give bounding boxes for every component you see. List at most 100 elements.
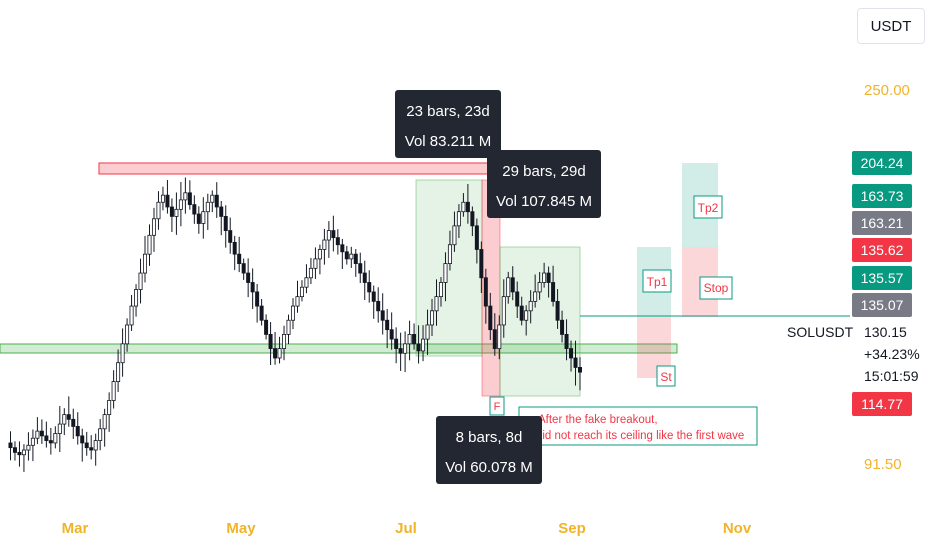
candle-body [35, 430, 40, 439]
price-label: 135.62 [861, 242, 904, 258]
candle-body [304, 277, 309, 288]
candle-body [12, 447, 17, 453]
price-label-bg [852, 266, 912, 290]
trade-label-stop: Stop [699, 276, 733, 300]
candle-body [151, 218, 156, 236]
candle-body [519, 305, 524, 321]
candle-series [8, 177, 583, 472]
candle-body [75, 426, 80, 437]
candle-body [143, 253, 148, 274]
svg-text:Stop: Stop [704, 281, 729, 295]
candle-body [515, 291, 520, 307]
candle-body [465, 201, 470, 213]
candle-body [560, 319, 565, 335]
candle-body [506, 277, 511, 298]
candle-body [192, 204, 197, 215]
candle-body [156, 201, 161, 220]
candle-body [223, 216, 228, 231]
x-tick-label: Mar [62, 520, 89, 537]
candle-body [111, 381, 116, 401]
x-tick-label: Nov [723, 520, 752, 537]
candle-body [542, 272, 547, 283]
candle-body [201, 211, 206, 224]
y-tick-label: 250.00 [864, 82, 910, 99]
candle-body [461, 201, 466, 213]
candle-body [116, 362, 121, 382]
price-label-bg [852, 238, 912, 262]
candle-body [125, 324, 130, 345]
candle-body [385, 319, 390, 331]
candle-body [205, 201, 210, 213]
svg-text:29 bars, 29d: 29 bars, 29d [502, 163, 585, 180]
candle-body [555, 300, 560, 321]
price-label-bg [852, 211, 912, 235]
candle-body [282, 334, 287, 349]
price-label: 114.77 [861, 396, 903, 412]
support-zone [0, 343, 678, 354]
candle-body [394, 338, 399, 349]
measure-box-2: 29 bars, 29d Vol 107.845 M [487, 150, 601, 218]
y-tick-label: 91.50 [864, 456, 902, 473]
candle-body [120, 343, 125, 364]
candle-body [259, 305, 264, 321]
candle-body [93, 440, 98, 451]
candle-body [470, 211, 475, 227]
trade-label-tp2: Tp2 [693, 195, 723, 219]
candle-body [353, 253, 358, 265]
candle-body [80, 435, 85, 444]
candle-body [102, 414, 107, 430]
candle-body [443, 263, 448, 283]
price-label: 163.73 [861, 188, 904, 204]
candle-body [456, 211, 461, 227]
candle-body [421, 338, 426, 352]
candle-body [389, 329, 394, 340]
candle-body [196, 213, 201, 224]
price-label-bg [852, 293, 912, 317]
candle-body [250, 282, 255, 293]
candle-body [416, 343, 421, 352]
candle-body [528, 300, 533, 312]
x-tick-label: May [226, 520, 256, 537]
candle-body [578, 367, 583, 373]
candle-body [147, 234, 152, 255]
candle-body [501, 296, 506, 326]
candle-body [497, 324, 502, 349]
candle-body [89, 447, 94, 451]
candle-body [187, 192, 192, 206]
candle-body [492, 329, 497, 349]
x-tick-label: Sep [558, 520, 586, 537]
candle-body [277, 348, 282, 359]
candle-body [569, 348, 574, 359]
candle-body [322, 239, 327, 250]
candle-body [474, 225, 479, 250]
candle-body [246, 272, 251, 283]
candle-body [430, 310, 435, 326]
candle-body [57, 423, 62, 434]
candle-body [21, 449, 26, 456]
price-label: 135.07 [861, 297, 904, 313]
resistance-zone [98, 162, 490, 175]
measure-box-1: 23 bars, 23d Vol 83.211 M [395, 90, 501, 158]
candle-body [573, 357, 578, 368]
range-box-3 [499, 246, 581, 397]
candle-body [488, 305, 493, 331]
candle-body [273, 348, 278, 359]
candle-body [290, 305, 295, 321]
candle-body [479, 249, 484, 279]
currency-selector[interactable]: USDT [857, 8, 925, 44]
candle-body [510, 277, 515, 293]
price-label-bg [852, 392, 912, 416]
candle-body [447, 244, 452, 265]
candle-body [376, 300, 381, 312]
candle-body [367, 282, 372, 293]
candle-body [66, 414, 71, 420]
candle-body [219, 206, 224, 217]
candle-body [107, 400, 112, 416]
candle-body [335, 237, 340, 246]
candle-body [98, 428, 103, 441]
candle-body [53, 433, 58, 444]
svg-text:St: St [660, 370, 672, 384]
candle-body [452, 225, 457, 246]
svg-text:Vol 60.078 M: Vol 60.078 M [445, 459, 533, 476]
